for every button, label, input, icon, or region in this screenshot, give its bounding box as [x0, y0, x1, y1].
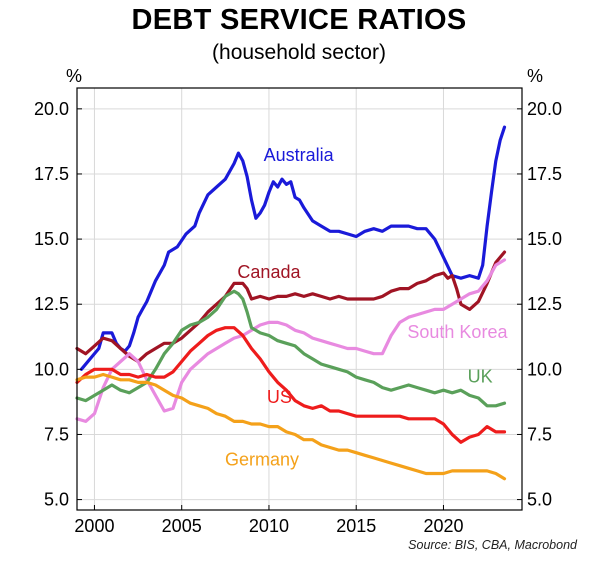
y-unit-right: %: [527, 66, 543, 86]
y-tick-label-left: 10.0: [34, 359, 69, 379]
series-label-us: US: [267, 387, 292, 407]
plot-frame: [76, 87, 523, 511]
y-tick-label-right: 20.0: [527, 99, 562, 119]
grid-lines: [77, 88, 522, 510]
chart-subtitle: (household sector): [212, 41, 386, 64]
x-tick-label: 2020: [423, 516, 463, 536]
x-tick-label: 2000: [74, 516, 114, 536]
series-label-australia: Australia: [264, 145, 335, 165]
series-label-germany: Germany: [225, 450, 299, 470]
x-tick-label: 2005: [162, 516, 202, 536]
series-label-south-korea: South Korea: [407, 322, 508, 342]
source-note: Source: BIS, CBA, Macrobond: [408, 538, 578, 552]
x-tick-label: 2010: [249, 516, 289, 536]
series-line-germany: [75, 372, 507, 481]
series-lines: [75, 125, 507, 481]
y-tick-label-left: 12.5: [34, 294, 69, 314]
y-tick-label-right: 10.0: [527, 359, 562, 379]
y-tick-label-right: 7.5: [527, 424, 552, 444]
y-unit-left: %: [66, 66, 82, 86]
series-line-australia: [79, 125, 507, 371]
y-tick-label-right: 12.5: [527, 294, 562, 314]
y-tick-label-left: 7.5: [44, 424, 69, 444]
y-tick-label-left: 5.0: [44, 490, 69, 510]
y-tick-label-left: 15.0: [34, 229, 69, 249]
series-line-canada: [75, 250, 507, 364]
y-tick-label-right: 17.5: [527, 164, 562, 184]
y-tick-label-right: 15.0: [527, 229, 562, 249]
series-line-us: [75, 326, 507, 444]
y-tick-label-right: 5.0: [527, 490, 552, 510]
y-tick-label-left: 20.0: [34, 99, 69, 119]
series-label-uk: UK: [468, 366, 493, 386]
series-labels: Australia Canada South Korea UK US Germany: [225, 145, 508, 470]
y-tick-label-left: 17.5: [34, 164, 69, 184]
chart-title: DEBT SERVICE RATIOS: [131, 4, 467, 36]
x-tick-label: 2015: [336, 516, 376, 536]
series-label-canada: Canada: [237, 262, 301, 282]
axes: 5.0 5.0 7.5 7.5 10.0 10.0 12.5 12.5 15.0 15.0 17.5…: [34, 99, 562, 536]
